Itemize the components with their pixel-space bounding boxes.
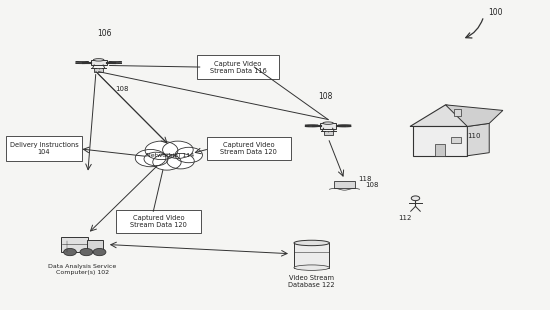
Ellipse shape	[305, 126, 318, 127]
Text: 110: 110	[468, 133, 481, 139]
FancyBboxPatch shape	[87, 240, 103, 252]
Circle shape	[175, 147, 202, 163]
FancyBboxPatch shape	[454, 109, 461, 116]
Circle shape	[64, 248, 76, 256]
Circle shape	[153, 154, 181, 170]
Text: 118: 118	[358, 176, 372, 182]
FancyBboxPatch shape	[451, 137, 461, 143]
FancyBboxPatch shape	[61, 237, 88, 252]
Ellipse shape	[75, 61, 89, 62]
Circle shape	[411, 196, 420, 201]
FancyBboxPatch shape	[207, 137, 291, 160]
Ellipse shape	[338, 126, 351, 127]
Text: 112: 112	[398, 215, 411, 221]
Text: 108: 108	[115, 86, 129, 92]
FancyBboxPatch shape	[334, 181, 355, 188]
Polygon shape	[412, 126, 468, 156]
Ellipse shape	[94, 59, 104, 61]
Ellipse shape	[108, 61, 122, 62]
Polygon shape	[468, 123, 489, 156]
Circle shape	[144, 152, 168, 166]
Ellipse shape	[294, 240, 329, 246]
FancyBboxPatch shape	[6, 136, 82, 161]
Text: Captured Video
Stream Data 120: Captured Video Stream Data 120	[221, 142, 277, 155]
Circle shape	[145, 141, 178, 160]
FancyBboxPatch shape	[117, 210, 201, 233]
Text: 100: 100	[488, 7, 503, 16]
Text: Video Stream
Database 122: Video Stream Database 122	[288, 275, 335, 288]
Text: Capture Video
Stream Data 116: Capture Video Stream Data 116	[210, 60, 266, 73]
Ellipse shape	[323, 122, 333, 124]
FancyBboxPatch shape	[197, 55, 279, 79]
Ellipse shape	[108, 63, 122, 64]
FancyBboxPatch shape	[435, 144, 445, 156]
Circle shape	[167, 153, 194, 169]
Text: Network(s) 114: Network(s) 114	[146, 153, 194, 158]
FancyBboxPatch shape	[320, 123, 336, 129]
Circle shape	[135, 149, 166, 167]
Circle shape	[93, 248, 106, 256]
FancyBboxPatch shape	[91, 60, 107, 65]
Polygon shape	[410, 105, 481, 126]
Text: 108: 108	[318, 92, 333, 101]
Text: Delivery Instructions
104: Delivery Instructions 104	[10, 142, 79, 155]
Ellipse shape	[338, 125, 351, 126]
Circle shape	[80, 248, 93, 256]
FancyBboxPatch shape	[94, 68, 103, 72]
Ellipse shape	[75, 63, 89, 64]
Text: 106: 106	[97, 29, 112, 38]
Text: 108: 108	[365, 182, 379, 188]
Text: Data Analysis Service
Computer(s) 102: Data Analysis Service Computer(s) 102	[48, 264, 117, 275]
Text: Captured Video
Stream Data 120: Captured Video Stream Data 120	[130, 215, 187, 228]
Ellipse shape	[305, 125, 318, 126]
Circle shape	[163, 141, 193, 158]
FancyBboxPatch shape	[323, 131, 333, 135]
Ellipse shape	[294, 265, 329, 270]
Polygon shape	[446, 105, 503, 126]
FancyBboxPatch shape	[294, 243, 329, 268]
